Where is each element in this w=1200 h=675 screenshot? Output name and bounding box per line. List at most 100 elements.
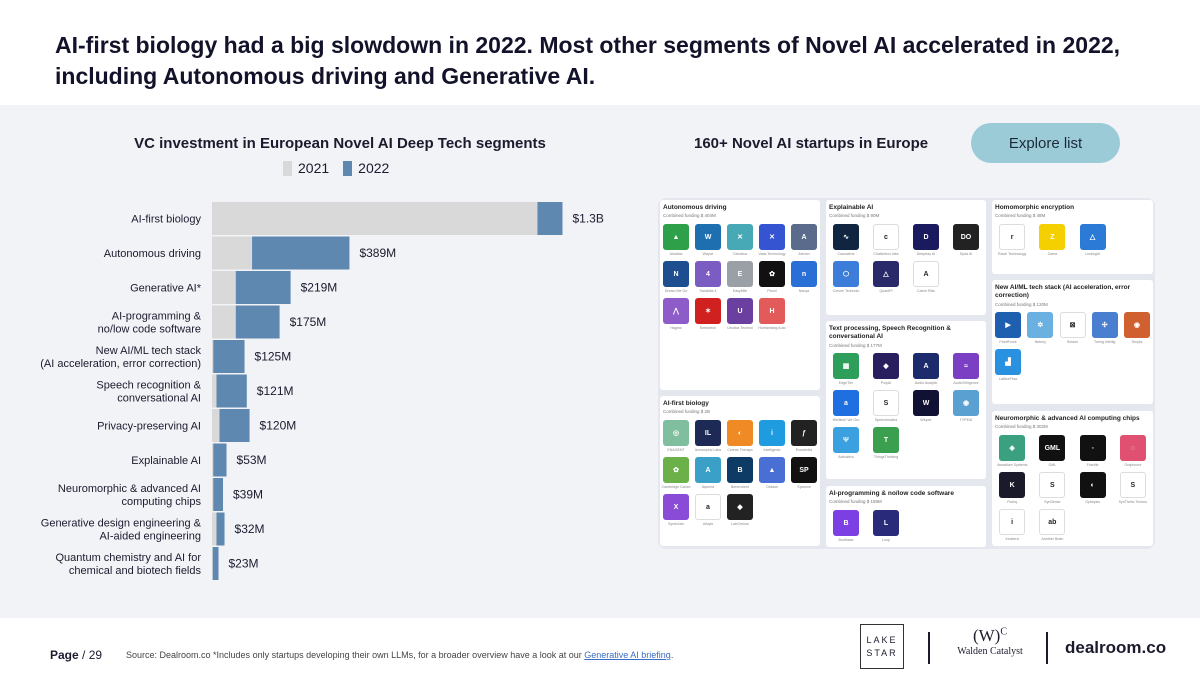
startup-logo-icon[interactable]: △ [1079, 224, 1106, 250]
category-label: AI-programming & no/low code software [98, 311, 202, 336]
startup-name: Dyda AI [959, 252, 973, 256]
startup-logo-icon[interactable]: ▲ [663, 224, 689, 250]
startup-logo-icon[interactable]: ✣ [1091, 312, 1118, 338]
startup-logo-icon[interactable]: ✿ [663, 457, 689, 483]
startup-logo-icon[interactable]: ▟ [995, 349, 1022, 375]
startup-logo-icon[interactable]: DO [953, 224, 979, 250]
startup-logo-icon[interactable]: S [1119, 472, 1146, 498]
startup-logo-icon[interactable]: ◆ [873, 353, 899, 379]
startup-name: Intelligenic [763, 448, 781, 452]
startup-name: Sarabilia 4 [699, 289, 717, 293]
startup-logo-icon[interactable]: W [695, 224, 721, 250]
startup-name: QuantPi [879, 289, 893, 293]
startup-logo-icon[interactable]: ✿ [759, 261, 785, 287]
startup-logo-icon[interactable]: ◌ [1119, 435, 1146, 461]
startup-logo-icon[interactable]: i [999, 509, 1026, 535]
startup-logo-icon[interactable]: ◐ [1079, 472, 1106, 498]
startup-logo-icon[interactable]: GML [1039, 435, 1066, 461]
startup-logo-icon[interactable]: c [873, 224, 899, 250]
category-label: Speech recognition & conversational AI [96, 380, 201, 405]
landscape-card[interactable]: Text processing, Speech Recognition & co… [826, 321, 986, 479]
data-label: $125M [255, 350, 292, 364]
startup-logo-icon[interactable]: U [727, 298, 753, 324]
startup-logo-icon[interactable]: 4 [695, 261, 721, 287]
startup-logo-icon[interactable]: ab [1039, 509, 1066, 535]
bar-2022 [235, 271, 291, 304]
landscape-card[interactable]: Explainable AI Combined funding $ 90M ∿ Cau… [826, 200, 986, 315]
generative-ai-briefing-link[interactable]: Generative AI briefing [584, 650, 671, 660]
startup-name: Cambridge Cance [661, 485, 691, 489]
startup-logo-icon[interactable]: B [833, 510, 859, 536]
startup-logo-icon[interactable]: X [663, 494, 689, 520]
startup-logo-icon[interactable]: ∿ [833, 224, 859, 250]
startup-logo-icon[interactable]: E [727, 261, 753, 287]
startup-logo-icon[interactable]: ▦ [833, 353, 859, 379]
startup-logo-icon[interactable]: ⬡ [833, 261, 859, 287]
startup-name: FeedForce [999, 340, 1017, 344]
startup-logo-icon[interactable]: a [695, 494, 721, 520]
startup-name: Corvex Technolo [832, 289, 860, 293]
startup-landscape-map[interactable]: Autonomous driving Combined funding $ 404… [658, 198, 1155, 549]
startup-logo-icon[interactable]: i [759, 420, 785, 446]
startup-logo-icon[interactable]: ◉ [1123, 312, 1150, 338]
startup-logo-icon[interactable]: ⋀ [663, 298, 689, 324]
startup-logo-icon[interactable]: W [913, 390, 939, 416]
startup-logo-icon[interactable]: A [791, 224, 817, 250]
startup-logo-icon[interactable]: IL [695, 420, 721, 446]
startup-logo-icon[interactable]: ✲ [1027, 312, 1054, 338]
landscape-card[interactable]: Homomorphic encryption Combined funding $… [992, 200, 1153, 274]
startup-logo-icon[interactable]: N [663, 261, 689, 287]
startup-logo-icon[interactable]: ✶ [695, 298, 721, 324]
landscape-card[interactable]: Neuromorphic & advanced AI computing chi… [992, 411, 1153, 546]
category-label: Generative AI* [130, 283, 202, 295]
startup-logo-icon[interactable]: A [913, 353, 939, 379]
category-label: Autonomous driving [104, 248, 201, 260]
logo-divider [928, 632, 930, 664]
landscape-card[interactable]: Autonomous driving Combined funding $ 404… [660, 200, 820, 390]
startup-logo-icon[interactable]: ⊠ [1059, 312, 1086, 338]
startup-logo-icon[interactable]: SP [791, 457, 817, 483]
startup-logo-icon[interactable]: Ψ [833, 427, 859, 453]
startup-logo-icon[interactable]: ◐ [727, 420, 753, 446]
startup-logo-icon[interactable]: K [999, 472, 1026, 498]
category-label: New AI/ML tech stack (AI acceleration, er… [40, 345, 201, 370]
startup-logo-icon[interactable]: ▲ [759, 457, 785, 483]
landscape-card-funding: Combined funding $ 120M [995, 302, 1048, 307]
startup-logo-icon[interactable]: D [913, 224, 939, 250]
startup-logo-icon[interactable]: ◈ [999, 435, 1026, 461]
startup-logo-icon[interactable]: ◦ [1079, 435, 1106, 461]
startup-logo-icon[interactable]: △ [873, 261, 899, 287]
startup-logo-icon[interactable]: S [873, 390, 899, 416]
startup-logo-icon[interactable]: S [1039, 472, 1066, 498]
landscape-card[interactable]: AI-programming & no/low code software Com… [826, 486, 986, 547]
startup-name: Chatterbox labs [873, 252, 899, 256]
landscape-card[interactable]: AI-first biology Combined funding $ 2B ◎ EN… [660, 396, 820, 546]
startup-name: Nebuly [1034, 340, 1046, 344]
startup-logo-icon[interactable]: Z [1039, 224, 1066, 250]
startup-logo-icon[interactable]: n [791, 261, 817, 287]
startup-logo-icon[interactable]: B [727, 457, 753, 483]
startup-logo-icon[interactable]: A [695, 457, 721, 483]
startup-logo-icon[interactable]: H [759, 298, 785, 324]
startup-logo-icon[interactable]: ✕ [727, 224, 753, 250]
startup-logo-icon[interactable]: r [999, 224, 1026, 250]
startup-name: Activatrcs [838, 455, 854, 459]
explore-list-button[interactable]: Explore list [971, 123, 1120, 163]
startup-logo-icon[interactable]: a [833, 390, 859, 416]
logo-divider [1046, 632, 1048, 664]
landscape-card[interactable]: New AI/ML tech stack (AI acceleration, e… [992, 280, 1153, 404]
startup-logo-icon[interactable]: ✕ [759, 224, 785, 250]
legend-item-2021: 2021 [283, 160, 329, 176]
startup-logo-icon[interactable]: ƒ [791, 420, 817, 446]
startup-logo-icon[interactable]: L [873, 510, 899, 536]
startup-logo-icon[interactable]: T [873, 427, 899, 453]
startup-logo-icon[interactable]: ≈ [953, 353, 979, 379]
bar-2022 [235, 305, 280, 339]
startup-logo-icon[interactable]: A [913, 261, 939, 287]
bar-2022 [212, 547, 219, 580]
startup-logo-icon[interactable]: ◉ [953, 390, 979, 416]
startup-logo-icon[interactable]: ◎ [663, 420, 689, 446]
startup-logo-icon[interactable]: ▶ [995, 312, 1022, 338]
data-label: $32M [235, 522, 265, 536]
startup-logo-icon[interactable]: ◆ [727, 494, 753, 520]
